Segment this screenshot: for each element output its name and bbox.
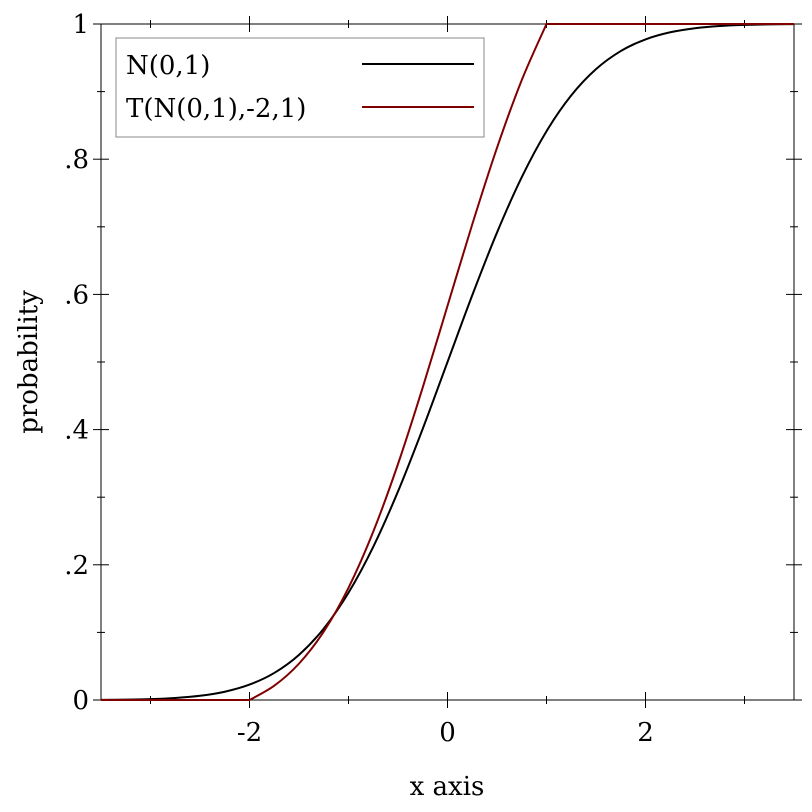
x-tick-label: -2 <box>237 718 262 748</box>
x-tick-label: 0 <box>439 718 456 748</box>
series-line-0 <box>100 23 795 701</box>
legend-label-1: T(N(0,1),-2,1) <box>126 94 306 124</box>
y-tick-label: .4 <box>64 416 89 446</box>
legend: N(0,1) T(N(0,1),-2,1) <box>115 37 485 138</box>
series-layer <box>100 23 795 701</box>
x-axis-label: x axis <box>410 772 485 802</box>
y-axis-label: probability <box>14 290 44 434</box>
y-tick-label: .6 <box>64 280 89 310</box>
y-tick-label: 0 <box>72 686 89 716</box>
y-tick-label: .2 <box>64 551 89 581</box>
y-tick-label: 1 <box>72 10 89 40</box>
ticks: -2 0 2 0 .2 .4 .6 .8 1 <box>64 10 802 748</box>
y-tick-label: .8 <box>64 145 89 175</box>
legend-box <box>115 37 485 138</box>
legend-label-0: N(0,1) <box>126 51 210 81</box>
x-tick-label: 2 <box>637 718 654 748</box>
series-line-1 <box>101 23 794 701</box>
